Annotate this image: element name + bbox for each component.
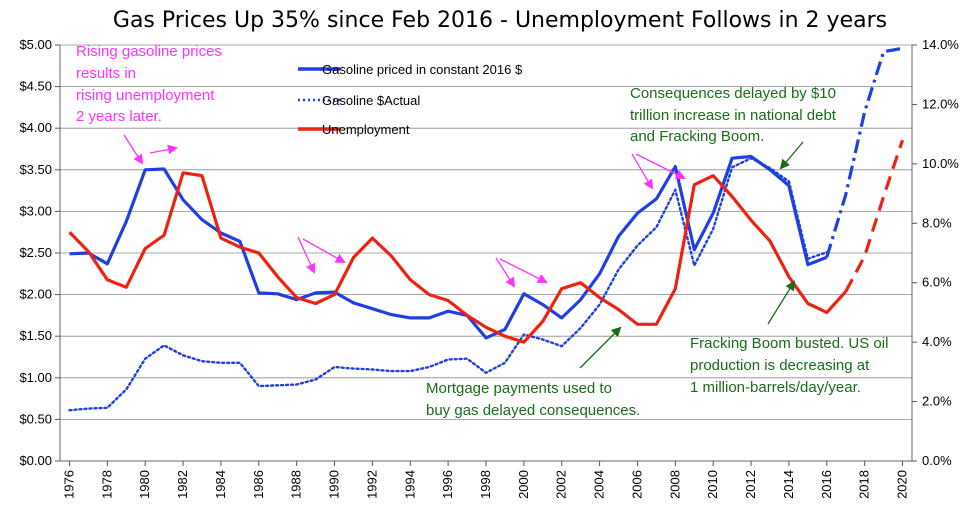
x-tick-label: 1990 xyxy=(327,470,342,499)
x-tick-label: 1994 xyxy=(402,470,417,499)
right-tick-label: 8.0% xyxy=(922,215,952,230)
annotation-line: Rising gasoline prices xyxy=(76,43,222,60)
legend-label-unemployment: Unemployment xyxy=(322,122,410,137)
left-tick-label: $3.50 xyxy=(19,162,52,177)
left-tick-label: $2.50 xyxy=(19,245,52,260)
annotation-line: buy gas delayed consequences. xyxy=(426,402,640,419)
left-tick-label: $3.00 xyxy=(19,203,52,218)
x-tick-label: 1976 xyxy=(61,470,76,499)
series-line-2 xyxy=(68,156,828,412)
left-tick-label: $4.50 xyxy=(19,79,52,94)
series-line-4 xyxy=(844,139,905,293)
x-tick-label: 2016 xyxy=(819,470,834,499)
right-tick-label: 4.0% xyxy=(922,334,952,349)
magenta-arrow xyxy=(631,153,654,190)
x-tick-label: 2006 xyxy=(629,470,644,499)
annotation-line: and Fracking Boom. xyxy=(630,128,764,145)
annotation-line: rising unemployment xyxy=(76,87,215,104)
left-tick-label: $2.00 xyxy=(19,287,52,302)
x-tick-label: 1980 xyxy=(137,470,152,499)
annotation-mortgage: Mortgage payments used to buy gas delaye… xyxy=(426,380,640,419)
left-tick-label: $0.00 xyxy=(19,453,52,468)
green-arrow xyxy=(779,141,804,170)
right-tick-label: 0.0% xyxy=(922,453,952,468)
magenta-arrow xyxy=(302,238,346,263)
series-line-0 xyxy=(69,154,828,340)
left-tick-label: $1.00 xyxy=(19,370,52,385)
x-tick-label: 2018 xyxy=(857,470,872,499)
series-lines xyxy=(68,46,905,412)
annotation-consequences-delayed: Consequences delayed by $10 trillion inc… xyxy=(630,85,837,145)
x-tick-label: 2008 xyxy=(667,470,682,499)
annotation-line: Consequences delayed by $10 xyxy=(630,85,836,102)
right-tick-label: 2.0% xyxy=(922,394,952,409)
left-axis-ticks: $0.00 $0.50 $1.00 $1.50 $2.00 $2.50 $3.00 $3.50… xyxy=(19,37,60,468)
x-tick-label: 2000 xyxy=(516,470,531,499)
gridlines xyxy=(60,44,912,462)
annotation-fracking-bust: Fracking Boom busted. US oil production … xyxy=(690,335,888,396)
annotation-line: 1 million-barrels/day/year. xyxy=(690,379,861,396)
x-tick-label: 2002 xyxy=(554,470,569,499)
annotation-arrows xyxy=(123,134,804,369)
legend: Gasoline priced in constant 2016 $ Gasol… xyxy=(298,62,523,137)
magenta-arrow xyxy=(495,257,516,288)
chart-title: Gas Prices Up 35% since Feb 2016 - Unemp… xyxy=(113,8,887,33)
x-tick-label: 1982 xyxy=(175,470,190,499)
x-tick-label: 1988 xyxy=(289,470,304,499)
right-tick-label: 12.0% xyxy=(922,96,959,111)
x-tick-label: 1992 xyxy=(364,470,379,499)
magenta-arrow xyxy=(297,236,316,274)
x-tick-label: 2020 xyxy=(895,470,910,499)
left-tick-label: $0.50 xyxy=(19,411,52,426)
magenta-arrow xyxy=(149,144,178,155)
legend-label-constant-gas: Gasoline priced in constant 2016 $ xyxy=(322,62,523,77)
right-axis-ticks: 0.0% 2.0% 4.0% 6.0% 8.0% 10.0% 12.0% 14.0% xyxy=(912,37,959,468)
left-tick-label: $5.00 xyxy=(19,37,52,52)
series-line-3 xyxy=(68,171,847,344)
x-tick-label: 2012 xyxy=(743,470,758,499)
annotation-rising-prices: Rising gasoline prices results in rising… xyxy=(76,43,222,125)
magenta-arrow xyxy=(123,134,144,165)
x-tick-label: 2004 xyxy=(592,470,607,499)
annotation-line: production is decreasing at xyxy=(690,357,870,374)
right-tick-label: 10.0% xyxy=(922,156,959,171)
left-tick-label: $4.00 xyxy=(19,120,52,135)
left-tick-label: $1.50 xyxy=(19,328,52,343)
x-tick-label: 2010 xyxy=(705,470,720,499)
x-tick-label: 1986 xyxy=(251,470,266,499)
annotation-line: 2 years later. xyxy=(76,108,162,125)
x-axis-ticks: 1976 1978 1980 1982 1984 1986 1988 1990 1992 1994… xyxy=(61,461,910,499)
x-tick-label: 1984 xyxy=(213,470,228,499)
magenta-arrow xyxy=(635,153,686,179)
right-tick-label: 14.0% xyxy=(922,37,959,52)
x-tick-label: 1998 xyxy=(478,470,493,499)
x-tick-label: 1996 xyxy=(440,470,455,499)
annotation-line: Fracking Boom busted. US oil xyxy=(690,335,888,352)
annotation-line: results in xyxy=(76,65,136,82)
legend-label-actual-gas: Gasoline $Actual xyxy=(322,93,420,108)
green-arrow xyxy=(579,326,622,369)
green-arrow xyxy=(767,280,796,325)
annotation-line: trillion increase in national debt xyxy=(630,107,837,124)
x-tick-label: 1978 xyxy=(99,470,114,499)
annotation-line: Mortgage payments used to xyxy=(426,380,612,397)
x-tick-label: 2014 xyxy=(781,470,796,499)
right-tick-label: 6.0% xyxy=(922,275,952,290)
magenta-arrow xyxy=(499,258,548,283)
series-line-1 xyxy=(825,46,903,258)
